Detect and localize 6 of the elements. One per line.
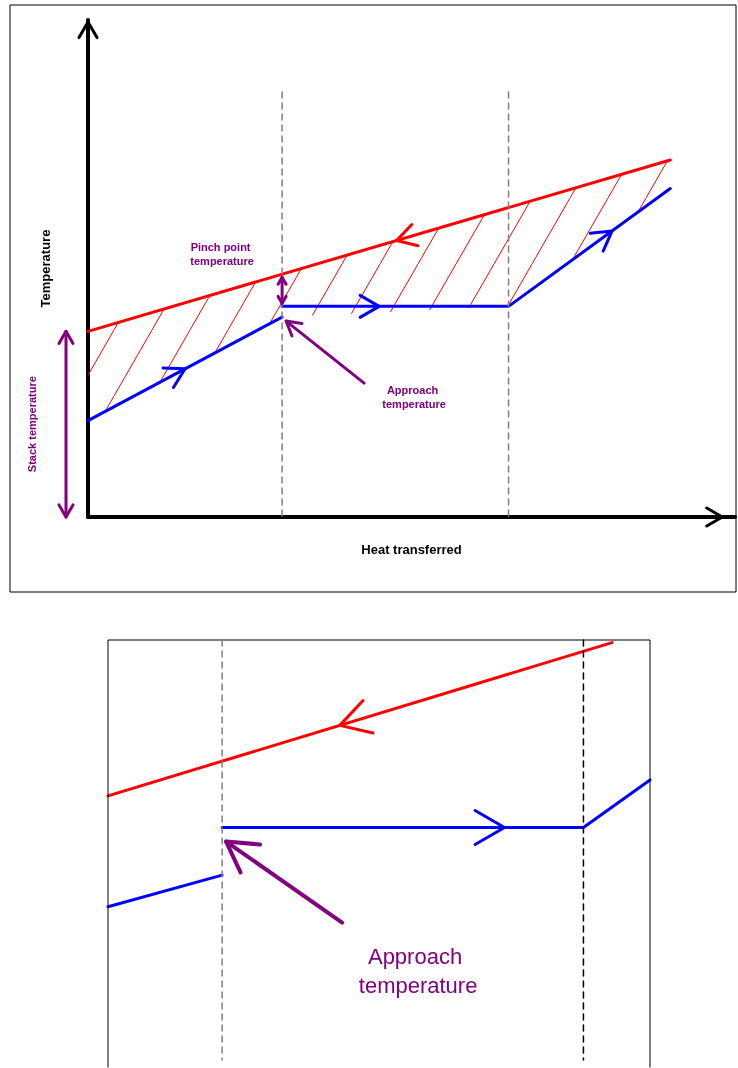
text: Stack temperature — [26, 376, 38, 473]
y-axis-title: Temperature — [38, 229, 53, 308]
text: Approach temperature — [358, 943, 478, 998]
x-axis-title: Heat transferred — [361, 542, 462, 557]
annotation: Pinch point temperature — [190, 241, 254, 268]
annotation: Approach temperature — [382, 384, 446, 411]
